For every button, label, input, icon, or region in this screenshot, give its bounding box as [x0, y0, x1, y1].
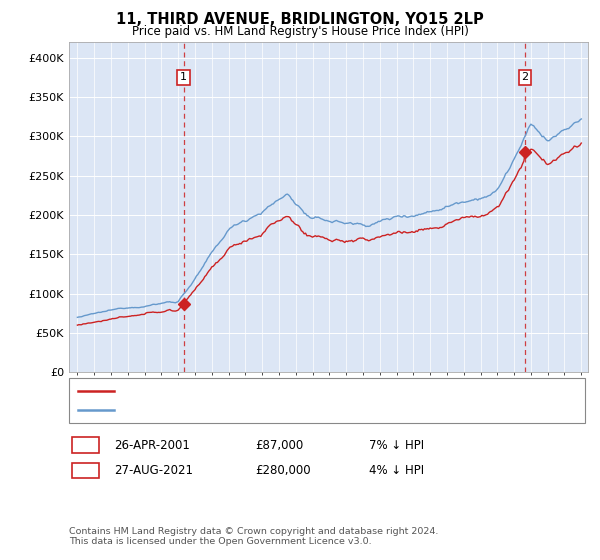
Text: 11, THIRD AVENUE, BRIDLINGTON, YO15 2LP: 11, THIRD AVENUE, BRIDLINGTON, YO15 2LP — [116, 12, 484, 27]
Text: 1: 1 — [82, 438, 89, 452]
Text: £87,000: £87,000 — [255, 438, 303, 452]
Text: Contains HM Land Registry data © Crown copyright and database right 2024.
This d: Contains HM Land Registry data © Crown c… — [69, 526, 439, 546]
Text: 1: 1 — [180, 72, 187, 82]
Text: Price paid vs. HM Land Registry's House Price Index (HPI): Price paid vs. HM Land Registry's House … — [131, 25, 469, 38]
Text: 11, THIRD AVENUE, BRIDLINGTON, YO15 2LP (detached house): 11, THIRD AVENUE, BRIDLINGTON, YO15 2LP … — [120, 385, 463, 395]
Text: 7% ↓ HPI: 7% ↓ HPI — [369, 438, 424, 452]
Text: 4% ↓ HPI: 4% ↓ HPI — [369, 464, 424, 477]
Text: 2: 2 — [521, 72, 529, 82]
Text: £280,000: £280,000 — [255, 464, 311, 477]
Text: 26-APR-2001: 26-APR-2001 — [114, 438, 190, 452]
Text: 27-AUG-2021: 27-AUG-2021 — [114, 464, 193, 477]
Text: 2: 2 — [82, 464, 89, 477]
Text: HPI: Average price, detached house, East Riding of Yorkshire: HPI: Average price, detached house, East… — [120, 405, 451, 416]
